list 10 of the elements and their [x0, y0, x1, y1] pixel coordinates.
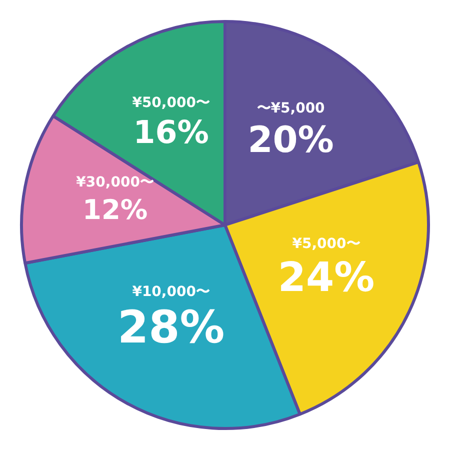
slice-label: ¥10,000〜	[132, 284, 210, 300]
data-label: 24%	[278, 253, 375, 302]
slice-label: ¥5,000〜	[292, 236, 360, 252]
data-label: 12%	[82, 195, 148, 226]
slice-label: ¥50,000〜	[132, 95, 210, 112]
slice-label: 〜¥5,000	[256, 100, 326, 116]
data-label: 28%	[117, 300, 225, 354]
data-label: 20%	[248, 120, 334, 161]
slice-label: ¥30,000〜	[76, 174, 154, 191]
data-label: 16%	[133, 115, 209, 152]
